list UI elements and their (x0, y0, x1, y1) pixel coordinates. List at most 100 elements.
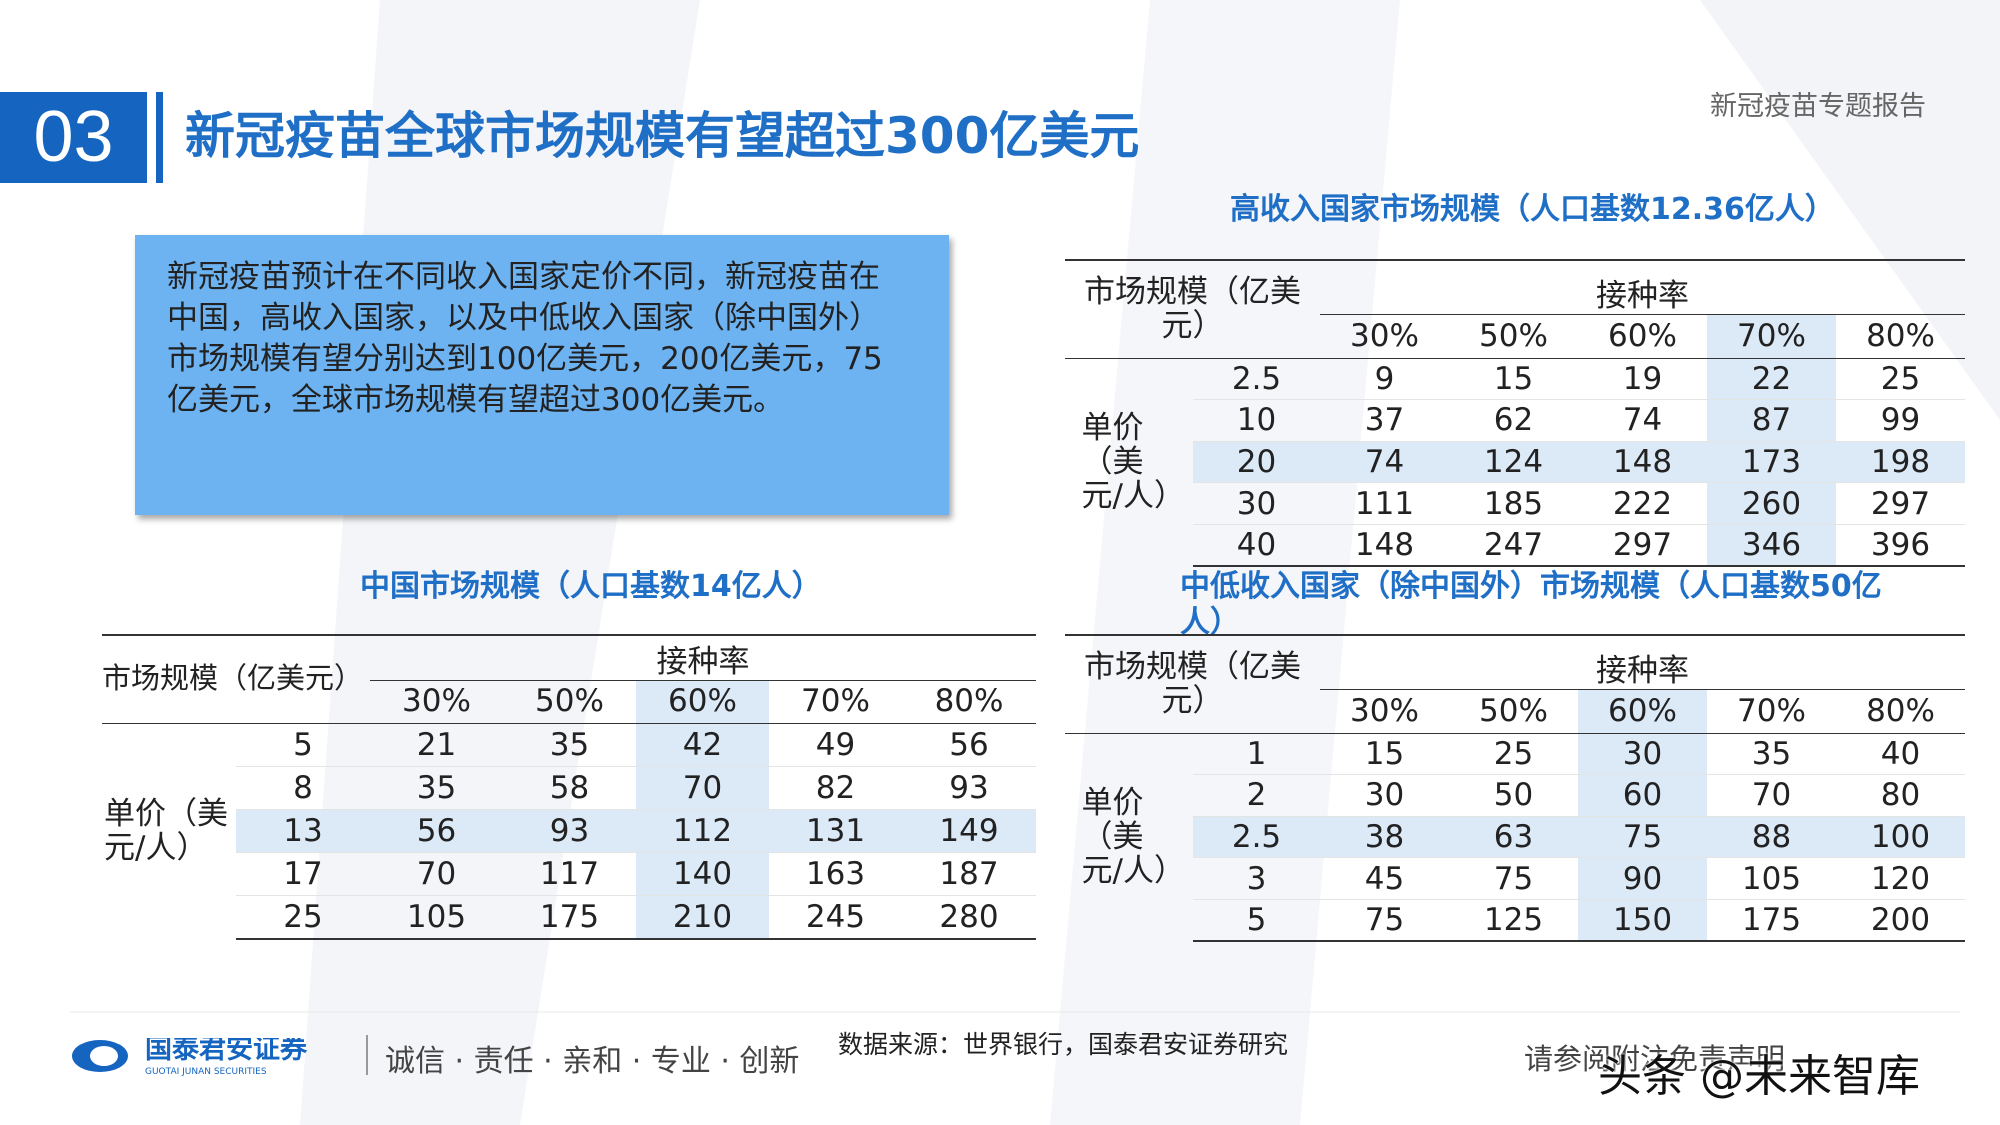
report-label: 新冠疫苗专题报告 (1710, 91, 1926, 122)
value-cell: 82 (769, 766, 902, 810)
value-cell: 87 (1707, 399, 1836, 442)
value-cell: 173 (1707, 441, 1836, 484)
price-cell: 20 (1193, 441, 1320, 484)
price-cell: 5 (236, 723, 370, 767)
value-cell: 45 (1320, 857, 1449, 900)
data-row: 2.5 38 63 75 88 100 (1065, 816, 1966, 859)
value-cell: 124 (1449, 441, 1578, 484)
column-header: 50% (1449, 689, 1578, 734)
header-row: 市场规模（亿美元） 接种率 (102, 634, 1037, 724)
value-cell: 105 (1707, 857, 1836, 900)
value-cell: 74 (1320, 441, 1449, 484)
row-header: 单价（美元/人） (1065, 358, 1193, 566)
column-header: 70% (1707, 314, 1836, 359)
value-cell: 19 (1578, 358, 1707, 401)
data-row: 3 45 75 90 105 120 (1065, 857, 1966, 900)
data-row: 10 37 62 74 87 99 (1065, 399, 1966, 442)
column-header: 80% (902, 680, 1037, 724)
value-cell: 42 (636, 723, 769, 767)
value-cell: 148 (1578, 441, 1707, 484)
column-header: 60% (636, 680, 769, 724)
slide-title: 新冠疫苗全球市场规模有望超过300亿美元 (185, 107, 1140, 165)
value-cell: 58 (503, 766, 636, 810)
column-header: 80% (1836, 689, 1966, 734)
value-cell: 163 (769, 852, 902, 897)
data-row: 单价（美元/人） 1 15 25 30 35 40 (1065, 733, 1966, 888)
value-cell: 88 (1707, 816, 1836, 859)
column-header: 70% (1707, 689, 1836, 734)
header-row: 30% 50% 60% 70% 80% (102, 680, 1037, 724)
corner-cell: 市场规模（亿美元） (1065, 259, 1320, 359)
value-cell: 222 (1578, 482, 1707, 525)
value-cell: 56 (370, 809, 503, 854)
data-row: 单价（美元/人） 5 21 35 42 49 56 (102, 723, 1037, 865)
data-row: 30 111 185 222 260 297 (1065, 482, 1966, 525)
value-cell: 93 (503, 809, 636, 854)
disclaimer: 请参阅附注免责声明 (1524, 1042, 1786, 1076)
value-cell: 70 (636, 766, 769, 810)
corner-label: 市场规模（亿美元） (102, 661, 364, 696)
data-row: 25 105 175 210 245 280 (102, 895, 1037, 940)
value-cell: 149 (902, 809, 1037, 854)
column-header: 60% (1578, 689, 1707, 734)
corner-label: 市场规模（亿美元） (1084, 274, 1301, 345)
value-cell: 117 (503, 852, 636, 897)
price-cell: 5 (1193, 899, 1320, 942)
data-row: 5 75 125 150 175 200 (1065, 899, 1966, 942)
value-cell: 21 (370, 723, 503, 767)
value-cell: 105 (370, 895, 503, 940)
value-cell: 35 (1707, 733, 1836, 776)
value-cell: 75 (1320, 899, 1449, 942)
value-cell: 245 (769, 895, 902, 940)
header-row: 市场规模（亿美元） 接种率 (1065, 634, 1966, 734)
price-cell: 8 (236, 766, 370, 810)
column-header: 50% (1449, 314, 1578, 359)
value-cell: 125 (1449, 899, 1578, 942)
value-cell: 90 (1578, 857, 1707, 900)
column-header: 30% (1320, 314, 1449, 359)
value-cell: 56 (902, 723, 1037, 767)
price-cell: 25 (236, 895, 370, 940)
value-cell: 22 (1707, 358, 1836, 401)
value-cell: 140 (636, 852, 769, 897)
row-header-label: 单价（美元/人） (1081, 410, 1185, 515)
table-title: 中低收入国家（除中国外）市场规模（人口基数50亿人） (1180, 569, 1882, 640)
price-cell: 17 (236, 852, 370, 897)
company-name-en: GUOTAI JUNAN SECURITIES (145, 1067, 267, 1077)
value-cell: 35 (503, 723, 636, 767)
value-cell: 62 (1449, 399, 1578, 442)
value-cell: 148 (1320, 524, 1449, 567)
value-cell: 100 (1836, 816, 1966, 859)
value-cell: 396 (1836, 524, 1966, 567)
value-cell: 346 (1707, 524, 1836, 567)
column-header: 30% (370, 680, 503, 724)
value-cell: 75 (1449, 857, 1578, 900)
value-cell: 30 (1320, 774, 1449, 817)
value-cell: 297 (1578, 524, 1707, 567)
value-cell: 25 (1449, 733, 1578, 776)
section-number: 03 (0, 92, 147, 183)
value-cell: 30 (1578, 733, 1707, 776)
data-row: 2 30 50 60 70 80 (1065, 774, 1966, 817)
value-cell: 175 (503, 895, 636, 940)
value-cell: 200 (1836, 899, 1966, 942)
value-cell: 37 (1320, 399, 1449, 442)
price-cell: 3 (1193, 857, 1320, 900)
data-row: 17 70 117 140 163 187 (102, 852, 1037, 897)
value-cell: 15 (1320, 733, 1449, 776)
callout: 新冠疫苗预计在不同收入国家定价不同，新冠疫苗在中国，高收入国家，以及中低收入国家… (135, 235, 949, 515)
value-cell: 70 (370, 852, 503, 897)
price-cell: 10 (1193, 399, 1320, 442)
value-cell: 210 (636, 895, 769, 940)
data-row: 8 35 58 70 82 93 (102, 766, 1037, 810)
price-cell: 30 (1193, 482, 1320, 525)
value-cell: 75 (1578, 816, 1707, 859)
column-header: 50% (503, 680, 636, 724)
value-cell: 260 (1707, 482, 1836, 525)
value-cell: 185 (1449, 482, 1578, 525)
data-row: 40 148 247 297 346 396 (1065, 524, 1966, 567)
value-cell: 80 (1836, 774, 1966, 817)
value-cell: 280 (902, 895, 1037, 940)
group-header: 接种率 (1320, 259, 1966, 315)
